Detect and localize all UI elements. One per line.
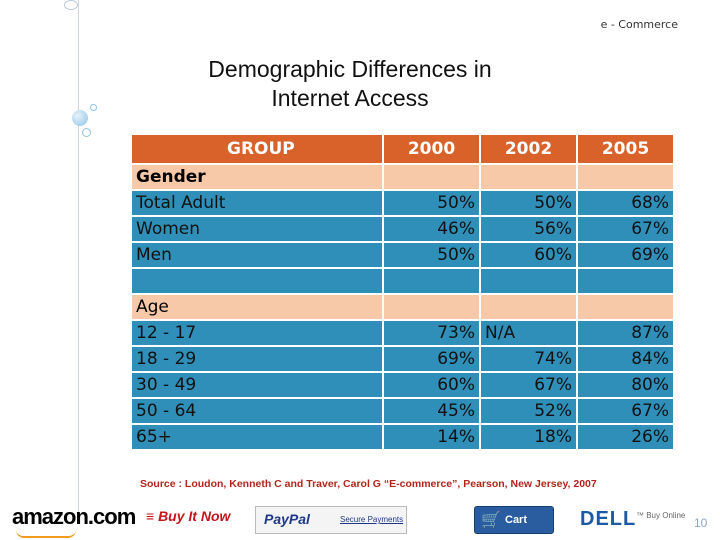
buy-online-text: ™ Buy Online [636, 511, 686, 520]
cell-group: 50 - 64 [130, 397, 384, 425]
cell-2005: 67% [576, 397, 675, 425]
header-group: GROUP [130, 133, 384, 165]
buy-it-now-logo[interactable]: ≡ Buy It Now [146, 508, 230, 524]
buy-it-now-icon: ≡ [146, 508, 155, 524]
circle-decoration [72, 110, 88, 126]
cell-group: 30 - 49 [130, 371, 384, 399]
left-guide-line [78, 0, 79, 520]
amazon-logo[interactable]: amazon.com [12, 504, 136, 538]
section-row-gender: Gender [130, 163, 675, 191]
cell-2005: 84% [576, 345, 675, 373]
section-label: Age [130, 293, 384, 321]
cell-2002: 50% [479, 189, 578, 217]
cell-2005: 68% [576, 189, 675, 217]
table-row: 65+ 14% 18% 26% [130, 423, 675, 451]
cell-2000: 46% [382, 215, 481, 243]
table-row: Women 46% 56% 67% [130, 215, 675, 243]
paypal-badge[interactable]: PayPal Secure Payments [255, 506, 407, 534]
title-line-2: Internet Access [271, 85, 429, 111]
cell-2000: 50% [382, 241, 481, 269]
title-line-1: Demographic Differences in [208, 56, 492, 82]
cell-2005: 26% [576, 423, 675, 451]
cell-2000: 73% [382, 319, 481, 347]
circle-decoration [64, 0, 78, 10]
circle-decoration [82, 128, 91, 137]
cell-group: Total Adult [130, 189, 384, 217]
cell-2002: 18% [479, 423, 578, 451]
header-2005: 2005 [576, 133, 675, 165]
cell-2002: 67% [479, 371, 578, 399]
cell-2000: 50% [382, 189, 481, 217]
table-row: 12 - 17 73% N/A 87% [130, 319, 675, 347]
course-label: e - Commerce [600, 18, 678, 31]
buy-it-now-text: Buy It Now [158, 508, 231, 524]
cell-2000: 60% [382, 371, 481, 399]
cell-2002: 60% [479, 241, 578, 269]
header-2002: 2002 [479, 133, 578, 165]
cell-2000: 69% [382, 345, 481, 373]
demographics-table-container: GROUP 2000 2002 2005 Gender Total Adult … [130, 133, 675, 451]
source-citation: Source : Loudon, Kenneth C and Traver, C… [140, 478, 597, 490]
table-row: 30 - 49 60% 67% 80% [130, 371, 675, 399]
demographics-table: GROUP 2000 2002 2005 Gender Total Adult … [130, 133, 675, 451]
cell-group: 12 - 17 [130, 319, 384, 347]
circle-decoration [90, 104, 97, 111]
amazon-smile-icon [16, 530, 76, 538]
section-label: Gender [130, 163, 384, 191]
cell-2005: 87% [576, 319, 675, 347]
cell-group: Men [130, 241, 384, 269]
section-row-age: Age [130, 293, 675, 321]
amazon-logo-text: amazon.com [12, 504, 136, 529]
cell-group: Women [130, 215, 384, 243]
page-number: 10 [694, 516, 708, 530]
table-row: Men 50% 60% 69% [130, 241, 675, 269]
cell-2002: N/A [479, 319, 578, 347]
cart-button[interactable]: 🛒 Cart [474, 506, 554, 534]
cart-icon: 🛒 [481, 512, 501, 529]
cart-label: Cart [505, 514, 528, 526]
cell-2000: 45% [382, 397, 481, 425]
cell-group: 65+ [130, 423, 384, 451]
cell-2005: 69% [576, 241, 675, 269]
cell-2005: 67% [576, 215, 675, 243]
paypal-logo-text: PayPal [264, 511, 310, 527]
logo-strip: amazon.com ≡ Buy It Now PayPal Secure Pa… [0, 500, 720, 540]
cell-group: 18 - 29 [130, 345, 384, 373]
cell-2002: 56% [479, 215, 578, 243]
cell-2005: 80% [576, 371, 675, 399]
cell-2002: 74% [479, 345, 578, 373]
cell-2000: 14% [382, 423, 481, 451]
cell-2002: 52% [479, 397, 578, 425]
header-2000: 2000 [382, 133, 481, 165]
table-spacer-row [130, 267, 675, 295]
table-header-row: GROUP 2000 2002 2005 [130, 133, 675, 165]
slide-title: Demographic Differences in Internet Acce… [170, 55, 530, 113]
dell-logo[interactable]: DELL [580, 508, 637, 530]
table-row: 18 - 29 69% 74% 84% [130, 345, 675, 373]
secure-payments-link[interactable]: Secure Payments [340, 515, 404, 524]
table-row: Total Adult 50% 50% 68% [130, 189, 675, 217]
table-row: 50 - 64 45% 52% 67% [130, 397, 675, 425]
